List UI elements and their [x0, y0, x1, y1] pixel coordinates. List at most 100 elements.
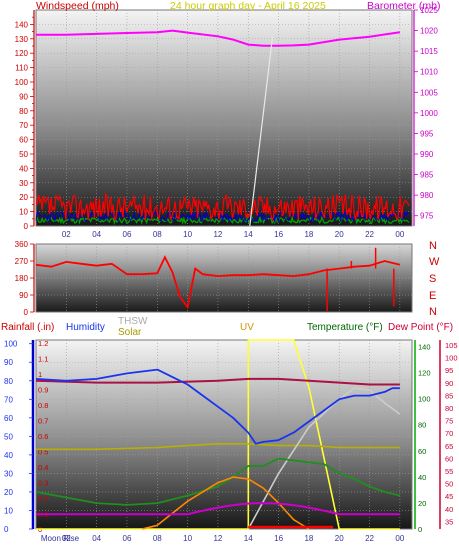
series-direction: [35, 255, 401, 310]
barometer-tick-label: 995: [420, 129, 434, 138]
dewpoint-label: Dew Point (°F): [388, 322, 453, 333]
multi-x-tick-label: Moon Rise: [41, 534, 80, 543]
dewpoint-tick-label: 75: [445, 417, 453, 426]
temperature-tick-label: 140: [418, 343, 431, 352]
barometer-tick-label: 985: [420, 171, 434, 180]
rainfall-label: Rainfall (.in): [1, 322, 54, 333]
rain-tick-label: 0.7: [38, 417, 48, 426]
windspeed-label: Windspeed (mph): [36, 0, 119, 12]
dewpoint-tick-label: 40: [445, 505, 453, 514]
multi-x-tick-label: 00: [395, 534, 404, 543]
dewpoint-tick-label: 70: [445, 429, 453, 438]
barometer-tick-label: 990: [420, 150, 434, 159]
multi-panel: [35, 339, 413, 530]
humidity-tick-label: 60: [4, 414, 13, 423]
wind-tick-label: 40: [19, 164, 28, 173]
wind-x-tick-label: 02: [62, 230, 71, 239]
dewpoint-tick-label: 85: [445, 391, 453, 400]
temperature-tick-label: 100: [418, 395, 431, 404]
dewpoint-tick-label: 45: [445, 492, 453, 501]
humidity-tick-label: 10: [4, 506, 13, 515]
direction-tick-label: 180: [15, 274, 29, 283]
direction-tick-label: 270: [15, 257, 29, 266]
barometer-tick-label: 1015: [420, 47, 438, 56]
compass-n-top: N: [429, 240, 437, 252]
dewpoint-tick-label: 55: [445, 467, 453, 476]
wind-tick-label: 0: [24, 222, 29, 231]
compass-e: E: [429, 290, 436, 302]
wind-x-tick-label: 18: [304, 230, 313, 239]
thsw-label: THSW: [118, 316, 148, 327]
barometer-label: Barometer (mb): [367, 0, 441, 12]
multi-x-tick-label: 20: [335, 534, 344, 543]
humidity-tick-label: 70: [4, 395, 13, 404]
series-low-magenta: [36, 502, 400, 516]
humidity-tick-label: 40: [4, 451, 13, 460]
wind-tick-label: 130: [15, 35, 29, 44]
barometer-tick-label: 1020: [420, 27, 438, 36]
series-humidity: [35, 368, 400, 445]
series-dewpoint: [35, 377, 400, 386]
wind-x-tick-label: 08: [153, 230, 162, 239]
graph-title: 24 hour graph day - April 16 2025: [170, 0, 326, 12]
temperature-tick-label: 40: [418, 473, 426, 482]
wind-tick-label: 100: [15, 78, 29, 87]
wind-tick-label: 60: [19, 136, 28, 145]
multi-x-tick-label: 18: [304, 534, 313, 543]
wind-tick-label: 30: [19, 179, 28, 188]
wind-x-tick-label: 00: [395, 230, 404, 239]
humidity-tick-label: 0: [4, 525, 9, 534]
wind-panel: [35, 9, 413, 227]
dewpoint-tick-label: 65: [445, 442, 453, 451]
rain-tick-label: 0.3: [38, 479, 48, 488]
dewpoint-tick-label: 60: [445, 454, 453, 463]
barometer-tick-label: 1000: [420, 109, 438, 118]
series-temperature: [35, 457, 401, 506]
rain-tick-label: 0.2: [38, 494, 48, 503]
humidity-label: Humidity: [66, 322, 105, 333]
temperature-tick-label: 60: [418, 447, 426, 456]
dewpoint-tick-label: 95: [445, 366, 453, 375]
compass-s: S: [429, 273, 436, 285]
rain-tick-label: 0.9: [38, 386, 48, 395]
rain-tick-label: 0.8: [38, 401, 48, 410]
multi-x-tick-label: 10: [183, 534, 192, 543]
rain-tick-label: 0.5: [38, 448, 48, 457]
humidity-tick-label: 90: [4, 358, 13, 367]
wind-x-tick-label: 10: [183, 230, 192, 239]
humidity-tick-label: 80: [4, 377, 13, 386]
wind-x-tick-label: 12: [213, 230, 222, 239]
rain-tick-label: 1: [38, 370, 42, 379]
temperature-tick-label: 20: [418, 499, 426, 508]
rain-tick-label: 0.6: [38, 432, 48, 441]
dewpoint-tick-label: 35: [445, 517, 453, 526]
rain-tick-label: 1.2: [38, 339, 48, 348]
uv-label: UV: [240, 322, 254, 333]
temperature-label: Temperature (°F): [307, 322, 383, 333]
rain-tick-label: 1.1: [38, 355, 48, 364]
wind-x-tick-label: 16: [274, 230, 283, 239]
humidity-tick-label: 50: [4, 432, 13, 441]
humidity-tick-label: 20: [4, 488, 13, 497]
dewpoint-tick-label: 80: [445, 404, 453, 413]
series-barometer: [36, 29, 401, 47]
wind-tick-label: 20: [19, 193, 28, 202]
direction-tick-label: 360: [15, 240, 29, 249]
series-wind: [35, 193, 410, 223]
direction-panel: [35, 243, 413, 313]
temperature-tick-label: 120: [418, 369, 431, 378]
rain-tick-label: 0.4: [38, 463, 48, 472]
multi-x-tick-label: 12: [213, 534, 222, 543]
wind-tick-label: 140: [15, 20, 29, 29]
wind-x-tick-label: 20: [335, 230, 344, 239]
wind-tick-label: 10: [19, 208, 28, 217]
direction-tick-label: 90: [19, 291, 28, 300]
series-thsw-upper: [249, 36, 274, 227]
multi-x-tick-label: 04: [92, 534, 101, 543]
wind-x-tick-label: 14: [244, 230, 253, 239]
barometer-tick-label: 1010: [420, 68, 438, 77]
multi-x-tick-label: 22: [365, 534, 374, 543]
wind-tick-label: 80: [19, 107, 28, 116]
barometer-tick-label: 1025: [420, 6, 438, 15]
